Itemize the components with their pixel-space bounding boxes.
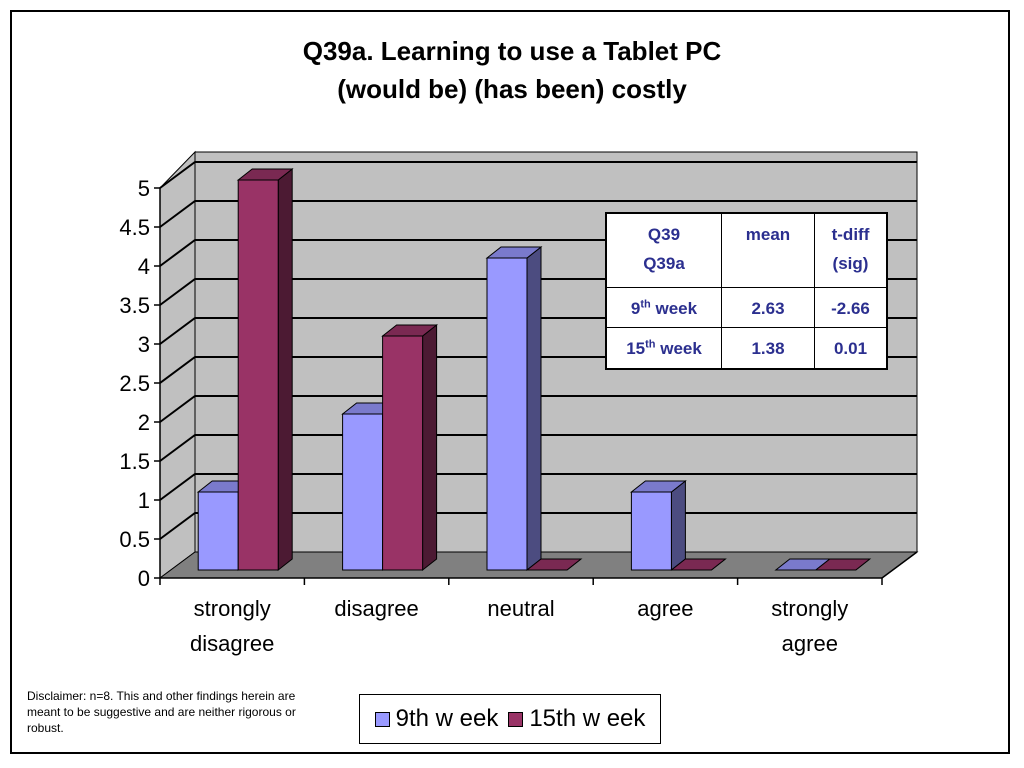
chart-gridline — [159, 473, 917, 501]
stats-row-mean: 1.38 — [721, 327, 815, 370]
stats-header-q: Q39 Q39a — [605, 212, 722, 288]
stats-row-tdiff: 0.01 — [814, 327, 888, 370]
y-tick-label: 2.5 — [119, 371, 150, 396]
stats-header-row: Q39 Q39a mean t-diff (sig) — [605, 212, 888, 288]
legend-item-15th-week: 15th w eek — [508, 705, 645, 733]
stats-header-mean: mean — [721, 212, 815, 288]
y-tick-label: 0 — [138, 566, 150, 591]
y-tick-label: 3.5 — [119, 293, 150, 318]
chart-gridline — [159, 161, 917, 189]
chart-side-wall — [159, 150, 196, 579]
y-tick-label: 0.5 — [119, 527, 150, 552]
stats-row-tdiff: -2.66 — [814, 286, 888, 329]
y-tick-label: 4.5 — [119, 215, 150, 240]
bar — [630, 491, 672, 571]
y-tick-label: 1.5 — [119, 449, 150, 474]
chart-gridline — [159, 395, 917, 423]
chart-gridline — [159, 434, 917, 462]
stats-header-tdiff-line-2: (sig) — [832, 254, 869, 273]
bar — [342, 413, 384, 571]
stats-header-q-line-2: Q39a — [643, 254, 685, 273]
stats-row-15th: 15th week 1.38 0.01 — [605, 327, 888, 370]
stats-table: Q39 Q39a mean t-diff (sig) 9th week 2.63… — [605, 212, 888, 370]
y-tick-label: 1 — [138, 488, 150, 513]
y-tick-label: 2 — [138, 410, 150, 435]
bar-top — [669, 558, 727, 571]
x-tick-label: agree — [782, 631, 838, 656]
legend-item-9th-week: 9th w eek — [374, 705, 499, 733]
chart-title: Q39a. Learning to use a Tablet PC (would… — [0, 32, 1024, 108]
x-tick-label: disagree — [190, 631, 274, 656]
stats-header-tdiff-line-1: t-diff — [831, 225, 870, 244]
bar — [237, 179, 279, 571]
stats-row-9th: 9th week 2.63 -2.66 — [605, 286, 888, 329]
bar — [382, 335, 424, 571]
bar-side — [526, 245, 542, 572]
x-tick-label: strongly — [194, 596, 271, 621]
bar-side — [277, 167, 293, 572]
x-tick-label: strongly — [771, 596, 848, 621]
legend-swatch-15th-week — [508, 711, 524, 727]
y-tick-label: 4 — [138, 254, 150, 279]
y-tick-label: 5 — [138, 176, 150, 201]
x-axis-depth-line — [881, 551, 918, 579]
legend-label-15th-week: 15th w eek — [529, 705, 646, 732]
bar-top — [525, 558, 583, 571]
chart-title-line-2: (would be) (has been) costly — [337, 74, 687, 104]
chart-title-line-1: Q39a. Learning to use a Tablet PC — [302, 36, 722, 66]
chart-gridline — [159, 200, 917, 228]
bar-side — [422, 323, 438, 572]
stats-header-q-line-1: Q39 — [647, 225, 681, 244]
bar — [197, 491, 239, 571]
legend-label-9th-week: 9th w eek — [395, 705, 499, 732]
x-tick-label: neutral — [487, 596, 554, 621]
y-tick-label: 3 — [138, 332, 150, 357]
stats-row-label: 9th week — [605, 286, 722, 329]
legend-swatch-9th-week — [374, 711, 390, 727]
x-tick-label: disagree — [334, 596, 418, 621]
x-tick-label: agree — [637, 596, 693, 621]
bar-side — [670, 479, 686, 572]
stats-row-label: 15th week — [605, 327, 722, 370]
bar — [486, 257, 528, 571]
bar-top — [814, 558, 872, 571]
stats-row-mean: 2.63 — [721, 286, 815, 329]
stats-header-tdiff: t-diff (sig) — [814, 212, 888, 288]
chart-legend: 9th w eek 15th w eek — [359, 694, 661, 744]
stats-header-mean-line-1: mean — [745, 225, 791, 244]
disclaimer-text: Disclaimer: n=8. This and other findings… — [27, 689, 296, 735]
